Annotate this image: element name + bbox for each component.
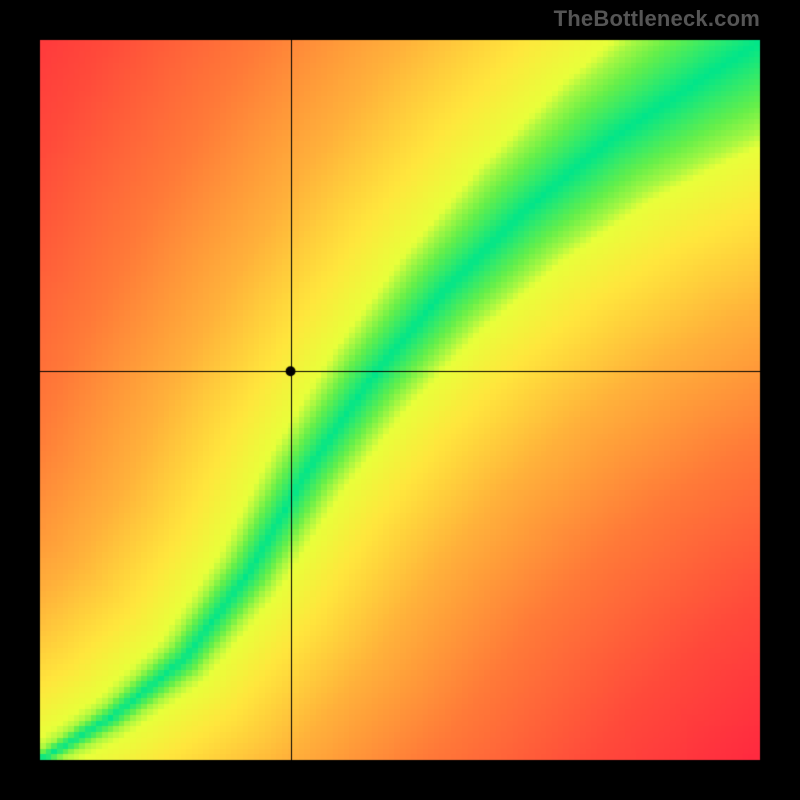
chart-container: TheBottleneck.com xyxy=(0,0,800,800)
watermark-text: TheBottleneck.com xyxy=(554,6,760,32)
bottleneck-heatmap xyxy=(0,0,800,800)
